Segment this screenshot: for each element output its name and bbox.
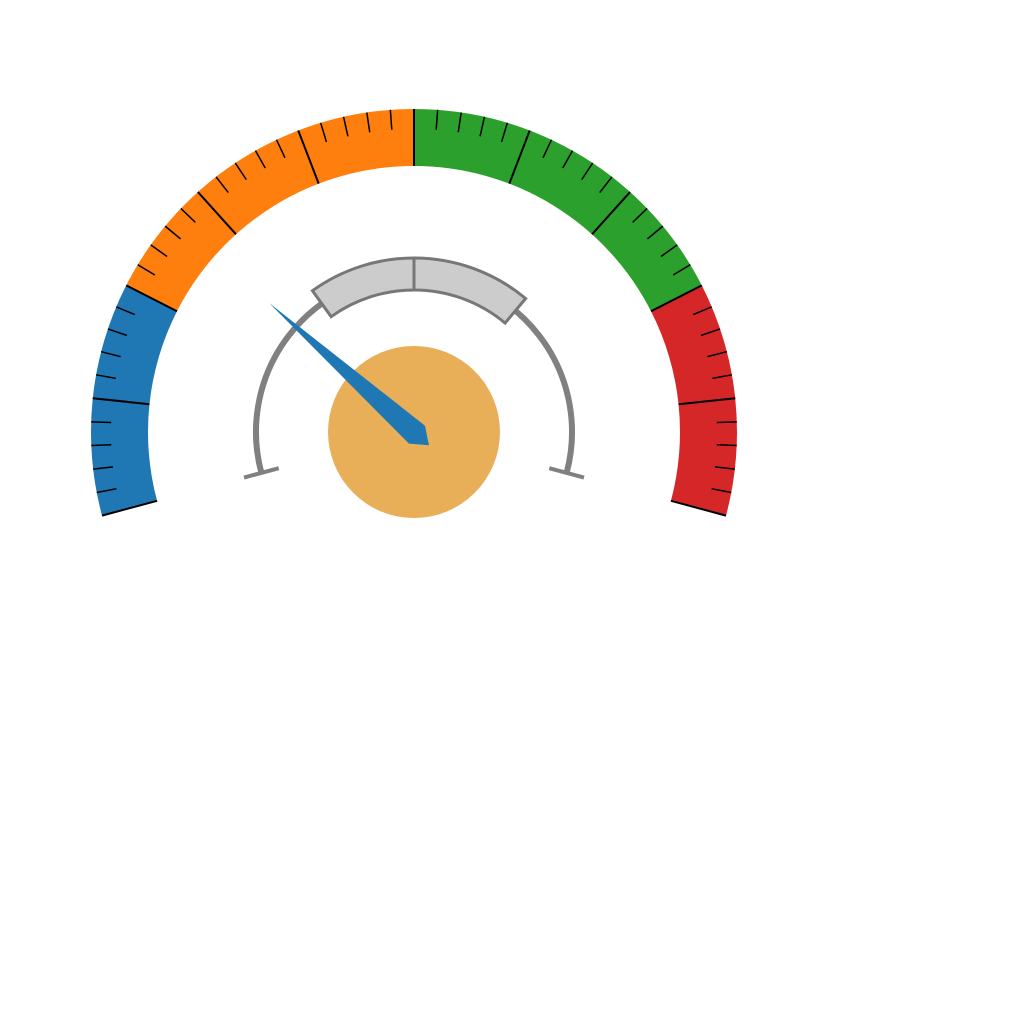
gauge-minor-tick — [562, 150, 574, 169]
gauge-major-tick — [650, 284, 703, 313]
gauge-minor-tick — [672, 264, 691, 276]
gauge-minor-tick — [137, 264, 156, 276]
gauge-minor-tick — [91, 421, 112, 424]
inner-gauge-band-1 — [310, 256, 416, 319]
gauge-minor-tick — [581, 162, 594, 181]
gauge-major-tick — [297, 130, 320, 185]
gauge-minor-tick — [91, 443, 112, 447]
gauge-major-tick — [197, 191, 237, 235]
gauge-minor-tick — [180, 207, 196, 223]
gauge-minor-tick — [319, 122, 328, 143]
gauge-minor-tick — [599, 176, 613, 194]
outer-gauge-bands — [90, 109, 737, 516]
gauge-minor-tick — [457, 112, 462, 133]
gauge-major-tick — [125, 284, 178, 313]
gauge-minor-tick — [215, 176, 229, 194]
gauge-major-tick — [508, 130, 531, 185]
inner-gauge-scale — [243, 256, 585, 480]
gauge-minor-tick — [150, 244, 168, 258]
gauge-minor-tick — [716, 443, 737, 447]
gauge-minor-tick — [435, 109, 439, 130]
gauge-minor-tick — [479, 116, 486, 137]
gauge-minor-tick — [714, 466, 735, 470]
gauge-major-tick — [101, 499, 158, 517]
gauge-needle — [269, 302, 429, 446]
gauge-major-tick — [92, 397, 150, 406]
gauge-minor-tick — [500, 122, 509, 143]
gauge-band-2 — [126, 109, 414, 312]
gauge-minor-tick — [693, 306, 713, 316]
gauge-minor-tick — [366, 112, 371, 133]
gauge-minor-tick — [542, 139, 553, 159]
inner-gauge-band-2 — [412, 256, 528, 326]
gauge-minor-tick — [234, 162, 247, 181]
outer-gauge-ticks — [91, 109, 737, 517]
gauge-major-tick — [670, 499, 727, 517]
gauge-band-3 — [414, 109, 702, 312]
gauge-minor-tick — [100, 350, 121, 358]
gauge-minor-tick — [96, 488, 117, 494]
gauge-minor-tick — [632, 207, 648, 223]
gauge-minor-tick — [716, 421, 737, 424]
gauge-minor-tick — [389, 109, 393, 130]
gauge-minor-tick — [700, 328, 721, 337]
gauge-minor-tick — [164, 225, 182, 240]
gauge-minor-tick — [712, 374, 733, 380]
gauge-minor-tick — [115, 306, 135, 316]
gauge-band-1 — [90, 285, 177, 516]
gauge-minor-tick — [95, 374, 116, 380]
gauge-minor-tick — [93, 466, 114, 470]
gauge-minor-tick — [711, 488, 732, 494]
inner-gauge-end-cap — [548, 466, 585, 480]
gauge-minor-tick — [660, 244, 678, 258]
gauge-major-tick — [591, 191, 631, 235]
gauge-band-4 — [651, 285, 737, 516]
gauge-minor-tick — [275, 139, 286, 159]
gauge-minor-tick — [254, 150, 266, 169]
gauge-major-tick — [678, 397, 736, 406]
gauge-minor-tick — [707, 350, 728, 358]
inner-gauge-start-cap — [243, 466, 280, 480]
gauge-minor-tick — [646, 225, 664, 240]
gauge-minor-tick — [107, 328, 128, 337]
gauge-minor-tick — [342, 116, 349, 137]
